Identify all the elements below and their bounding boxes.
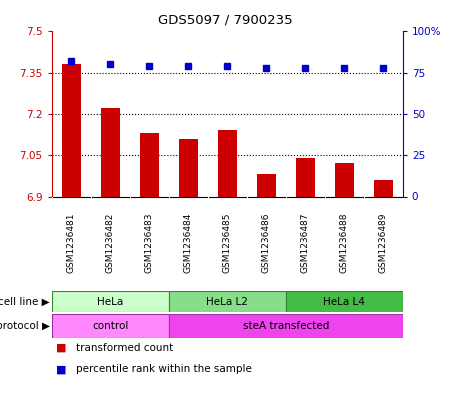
Text: transformed count: transformed count [76, 343, 174, 353]
Bar [334, 163, 354, 196]
Text: control: control [92, 321, 128, 331]
Bar [374, 180, 393, 196]
Text: ■: ■ [56, 364, 67, 375]
Bar [217, 130, 237, 196]
Bar [169, 314, 403, 338]
Bar [256, 174, 276, 196]
Text: ■: ■ [56, 343, 67, 353]
Text: GSM1236481: GSM1236481 [67, 213, 76, 273]
Bar [179, 139, 198, 196]
Text: GSM1236487: GSM1236487 [301, 213, 310, 273]
Text: GDS5097 / 7900235: GDS5097 / 7900235 [158, 14, 292, 27]
Text: GSM1236484: GSM1236484 [184, 213, 193, 273]
Text: HeLa L2: HeLa L2 [206, 297, 248, 307]
Bar [169, 291, 286, 312]
Text: HeLa: HeLa [97, 297, 123, 307]
Text: GSM1236486: GSM1236486 [262, 213, 271, 273]
Bar [140, 133, 159, 196]
Text: GSM1236488: GSM1236488 [340, 213, 349, 273]
Bar [62, 64, 81, 196]
Text: GSM1236482: GSM1236482 [106, 213, 115, 273]
Text: cell line ▶: cell line ▶ [0, 297, 50, 307]
Text: protocol ▶: protocol ▶ [0, 321, 50, 331]
Bar [52, 314, 169, 338]
Bar [100, 108, 120, 196]
Text: percentile rank within the sample: percentile rank within the sample [76, 364, 252, 375]
Text: GSM1236483: GSM1236483 [145, 213, 154, 273]
Text: GSM1236485: GSM1236485 [223, 213, 232, 273]
Bar [296, 158, 315, 196]
Bar [52, 291, 169, 312]
Text: GSM1236489: GSM1236489 [379, 213, 388, 273]
Text: steA transfected: steA transfected [243, 321, 329, 331]
Text: HeLa L4: HeLa L4 [323, 297, 365, 307]
Bar [286, 291, 403, 312]
